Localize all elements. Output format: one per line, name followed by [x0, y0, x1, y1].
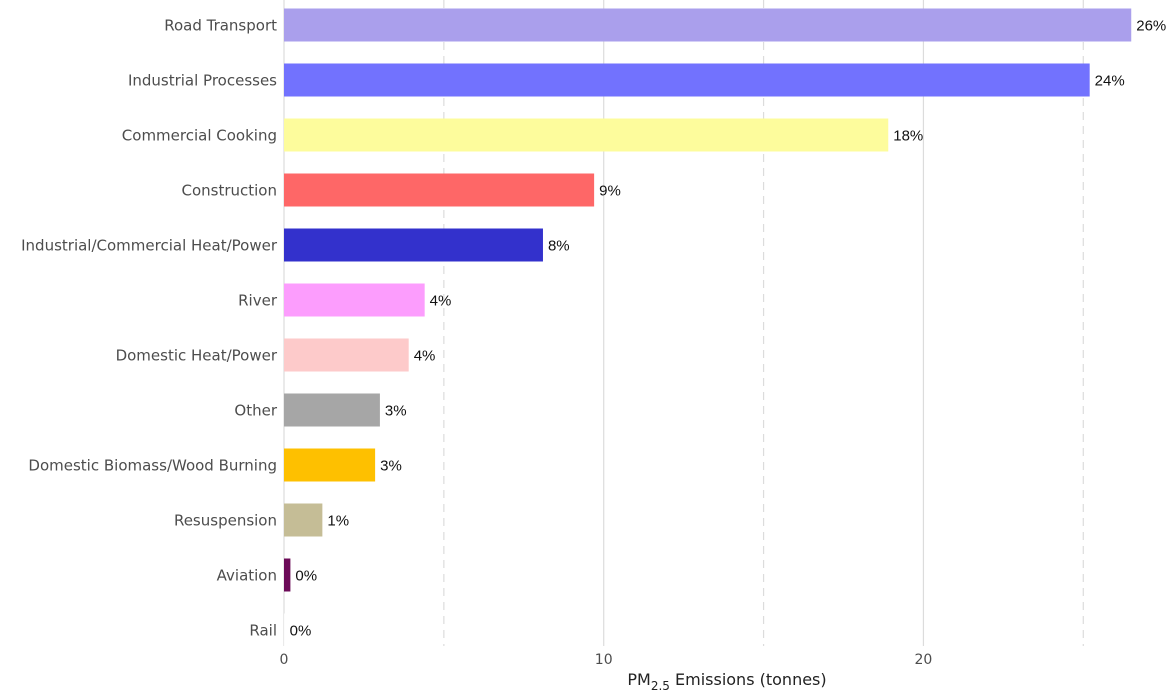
category-label-7: Other [234, 402, 277, 420]
value-label-11: 0% [290, 623, 312, 640]
bar-9 [284, 503, 323, 537]
bar-11 [284, 613, 285, 647]
bar-3 [284, 173, 595, 207]
category-label-0: Road Transport [164, 17, 277, 35]
x-axis-title-main: PM [627, 670, 650, 689]
bar-2 [284, 118, 889, 152]
value-label-4: 8% [548, 238, 570, 255]
bar-0 [284, 8, 1132, 42]
value-label-2: 18% [893, 128, 923, 145]
bar-8 [284, 448, 376, 482]
category-label-4: Industrial/Commercial Heat/Power [21, 237, 278, 255]
value-label-1: 24% [1095, 73, 1125, 90]
category-label-1: Industrial Processes [128, 72, 277, 90]
category-label-3: Construction [181, 182, 277, 200]
x-axis-title-subscript: 2.5 [651, 679, 670, 691]
category-label-10: Aviation [217, 567, 277, 585]
value-label-3: 9% [599, 183, 621, 200]
bar-1 [284, 63, 1090, 97]
category-label-11: Rail [249, 622, 277, 640]
category-label-2: Commercial Cooking [122, 127, 277, 145]
value-label-6: 4% [414, 348, 436, 365]
category-label-8: Domestic Biomass/Wood Burning [28, 457, 277, 475]
bars [284, 8, 1132, 647]
category-label-9: Resuspension [174, 512, 277, 530]
category-labels: Road Transport Industrial Processes Commer… [21, 17, 278, 640]
value-label-7: 3% [385, 403, 407, 420]
value-label-5: 4% [430, 293, 452, 310]
value-labels: 26% 24% 18% 9% 8% 4% 4% 3% 3% 1% 0% 0% [290, 18, 1167, 640]
x-tick-label-2: 20 [915, 652, 933, 668]
x-axis-ticks: 0 10 20 [280, 652, 933, 668]
grid-lines [283, 0, 1084, 646]
x-tick-label-0: 0 [280, 652, 289, 668]
bar-5 [284, 283, 425, 317]
category-label-5: River [238, 292, 278, 310]
bar-7 [284, 393, 380, 427]
category-label-6: Domestic Heat/Power [116, 347, 278, 365]
x-axis-title: PM2.5 Emissions (tonnes) [627, 670, 826, 691]
value-label-0: 26% [1136, 18, 1166, 35]
value-label-9: 1% [327, 513, 349, 530]
bar-10 [284, 558, 291, 592]
bar-6 [284, 338, 409, 372]
x-axis-title-rest: Emissions (tonnes) [670, 670, 827, 689]
bar-4 [284, 228, 543, 262]
value-label-8: 3% [380, 458, 402, 475]
x-tick-label-1: 10 [595, 652, 613, 668]
value-label-10: 0% [295, 568, 317, 585]
